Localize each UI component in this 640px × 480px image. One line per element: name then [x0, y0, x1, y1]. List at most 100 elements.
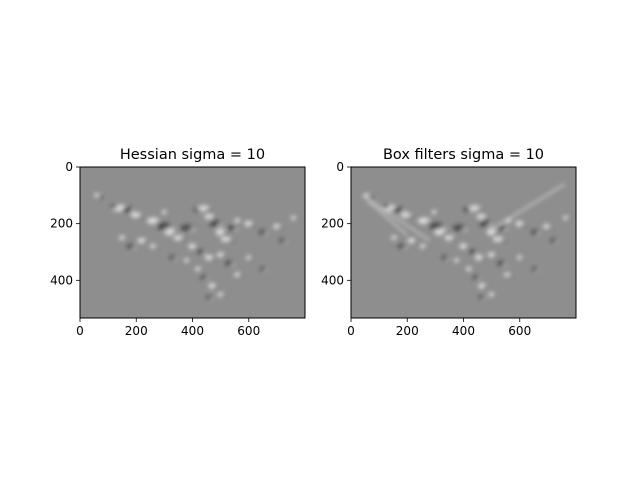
blob-halo	[470, 268, 475, 272]
blob-halo	[503, 227, 509, 232]
blob-halo	[283, 240, 288, 244]
blob-halo	[374, 198, 377, 201]
blob-halo	[216, 223, 224, 228]
x-axis: 0 200 400 600	[76, 318, 260, 338]
blob-halo	[227, 239, 235, 243]
blob-halo	[187, 260, 192, 264]
x-tick-label: 600	[237, 324, 260, 338]
blob-halo	[238, 220, 243, 224]
blob-halo	[199, 268, 204, 272]
blob-halo	[143, 240, 149, 245]
blob-halo	[222, 232, 229, 237]
blob-halo	[407, 215, 415, 219]
x-tick-label: 600	[508, 324, 531, 338]
blob-halo	[500, 239, 507, 243]
chart-title: Hessian sigma = 10	[120, 147, 265, 163]
edge-streak	[491, 183, 566, 231]
x-tick-label: 200	[396, 324, 419, 338]
blob-halo	[502, 263, 508, 267]
y-tick-label: 200	[50, 217, 73, 231]
blob-halo	[480, 257, 486, 262]
blob-halo	[521, 223, 527, 228]
blob-halo	[250, 223, 256, 228]
blob-halo	[249, 257, 253, 261]
blob-halo	[536, 232, 541, 236]
blob-halo	[210, 297, 214, 301]
blob-halo	[205, 208, 214, 212]
blob-halo	[173, 257, 178, 261]
blob-halo	[210, 257, 217, 262]
blob-halo	[202, 251, 207, 256]
blob-halo	[294, 217, 298, 221]
blob-halo	[367, 195, 371, 199]
blob-halo	[188, 227, 197, 232]
blob-halo	[387, 206, 392, 210]
blob-halo	[230, 263, 235, 267]
blob-halo	[482, 297, 486, 301]
blob-halo	[238, 274, 243, 278]
blob-halo	[114, 206, 120, 210]
response-image	[94, 193, 298, 301]
x-axis: 0 200 400 600	[347, 318, 531, 338]
blob-halo	[179, 237, 187, 242]
blob-halo	[424, 246, 429, 250]
blob-halo	[508, 274, 513, 278]
blob-halo	[221, 254, 227, 258]
blob-halo	[165, 212, 169, 216]
blob-halo	[263, 232, 269, 236]
x-tick-label: 0	[76, 324, 84, 338]
edge-streak	[361, 194, 431, 242]
blob-halo	[476, 277, 481, 281]
edge-streak	[367, 200, 408, 236]
blob-halo	[520, 257, 524, 261]
y-tick-label: 0	[65, 160, 73, 174]
blob-halo	[221, 294, 226, 298]
blob-halo	[278, 226, 283, 230]
blob-halo	[233, 227, 239, 232]
blob-halo	[441, 232, 449, 237]
blob-halo	[210, 216, 217, 220]
y-tick-label: 200	[321, 217, 344, 231]
blob-halo	[457, 260, 461, 264]
x-tick-label: 400	[452, 324, 475, 338]
blob-halo	[492, 294, 497, 298]
blob-halo	[154, 246, 159, 250]
x-tick-label: 200	[125, 324, 148, 338]
blob-halo	[103, 198, 106, 201]
blob-halo	[483, 285, 488, 290]
y-tick-label: 400	[50, 273, 73, 287]
blob-halo	[460, 227, 469, 232]
blob-halo	[535, 268, 540, 272]
blob-halo	[97, 195, 102, 199]
response-image	[361, 183, 571, 301]
y-axis: 0 200 400	[50, 160, 80, 287]
blob-halo	[483, 216, 490, 220]
blob-halo	[402, 246, 408, 250]
y-axis: 0 200 400	[321, 160, 351, 287]
blob-halo	[129, 209, 136, 213]
blob-halo	[450, 237, 458, 242]
x-tick-label: 0	[347, 324, 355, 338]
blob-halo	[547, 226, 553, 230]
blob-halo	[566, 217, 571, 221]
blob-halo	[445, 257, 450, 261]
blob-halo	[400, 209, 407, 213]
image-background	[351, 167, 576, 318]
chart-title: Box filters sigma = 10	[383, 147, 544, 163]
blob-halo	[131, 246, 137, 250]
blob-halo	[509, 220, 514, 224]
blob-halo	[554, 240, 559, 244]
blob-halo	[204, 277, 209, 281]
blob-halo	[137, 215, 145, 219]
blob-halo	[123, 237, 128, 241]
blob-halo	[263, 268, 268, 272]
blob-halo	[493, 232, 500, 237]
blob-halo	[486, 223, 494, 228]
blob-halo	[464, 246, 470, 250]
blob-halo	[395, 237, 400, 241]
blob-halo	[492, 254, 498, 258]
blob-halo	[413, 240, 419, 245]
blob-halo	[474, 251, 479, 256]
x-tick-label: 400	[181, 324, 204, 338]
